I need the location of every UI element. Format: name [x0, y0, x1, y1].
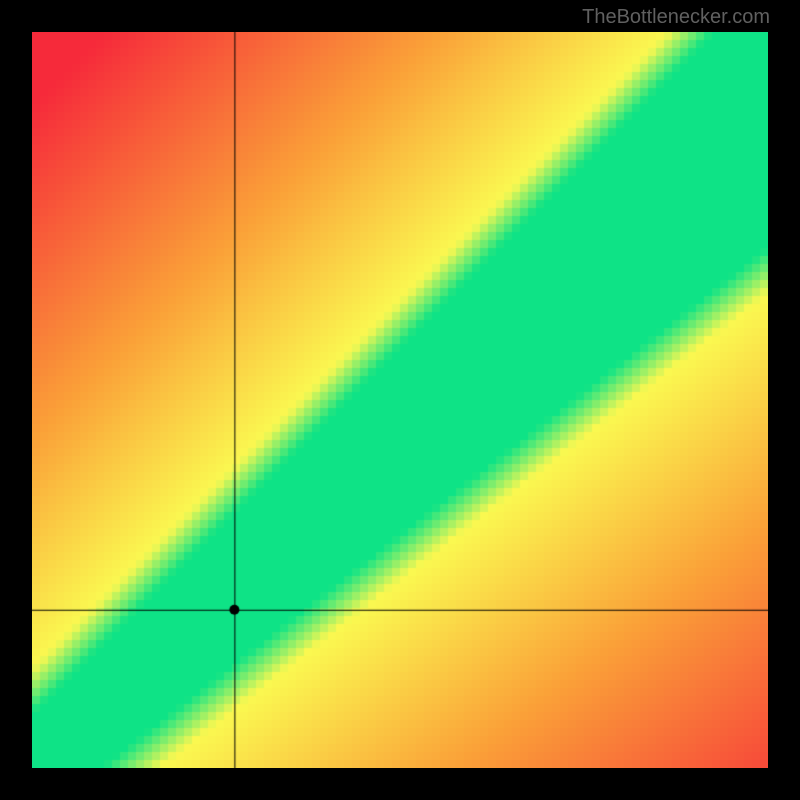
bottleneck-heatmap	[32, 32, 768, 768]
watermark-text: TheBottlenecker.com	[582, 6, 770, 29]
